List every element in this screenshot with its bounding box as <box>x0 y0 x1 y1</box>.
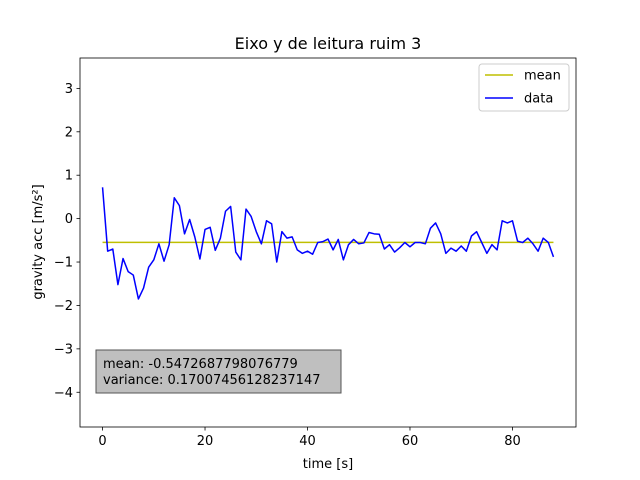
stats-box <box>95 349 342 394</box>
y-tick-label: −1 <box>54 256 73 271</box>
legend-label-mean: mean <box>524 69 561 84</box>
x-tick-label: 80 <box>504 434 521 449</box>
legend-label-data: data <box>524 92 553 107</box>
x-tick-label: 60 <box>402 434 419 449</box>
y-tick-label: 0 <box>65 212 73 227</box>
y-tick-label: −3 <box>54 342 73 357</box>
y-tick-label: 3 <box>65 82 73 97</box>
x-axis-label: time [s] <box>303 457 353 472</box>
y-tick-label: −4 <box>54 386 73 401</box>
stats-variance: variance: 0.17007456128237147 <box>103 373 321 388</box>
chart-title: Eixo y de leitura ruim 3 <box>235 34 422 53</box>
series-line-data <box>101 187 555 300</box>
y-tick-label: 1 <box>65 169 73 184</box>
y-tick-label: 2 <box>65 125 73 140</box>
x-tick-label: 20 <box>197 434 214 449</box>
y-axis-label: gravity acc [m/s²] <box>31 184 46 299</box>
legend: mean data <box>478 63 570 112</box>
stats-mean: mean: -0.5472687798076779 <box>103 357 298 372</box>
plot-area: 0 20 40 60 80 3 2 1 0 −1 −2 −3 −4 mean data mean: -0.54… <box>54 57 577 449</box>
x-tick-label: 40 <box>299 434 316 449</box>
y-tick-label: −2 <box>54 299 73 314</box>
x-tick-label: 0 <box>98 434 106 449</box>
axes-frame <box>79 57 577 428</box>
